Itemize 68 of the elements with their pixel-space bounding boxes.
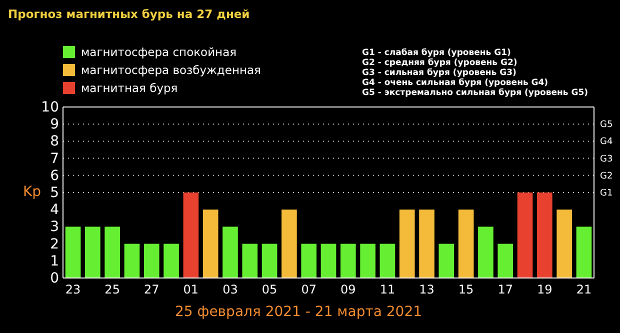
text: G2 - средняя буря (уровень G2): [362, 58, 518, 68]
bar: [399, 210, 415, 278]
bar: [340, 244, 356, 278]
x-tick-label: 01: [183, 282, 199, 297]
y-tick-label: 10: [41, 99, 59, 116]
ref-line-label: G2: [600, 171, 613, 182]
bar: [320, 244, 336, 278]
bar: [85, 226, 100, 278]
legend-label: магнитосфера возбужденная: [81, 63, 261, 77]
bar: [380, 244, 396, 278]
bar: [537, 192, 552, 278]
x-tick-label: 13: [419, 282, 434, 297]
bar: [556, 210, 572, 278]
y-tick-label: 1: [50, 253, 59, 270]
bar: [242, 244, 258, 278]
x-tick-label: 09: [340, 282, 356, 297]
x-tick-label: 25: [104, 282, 120, 297]
y-tick-label: 3: [50, 219, 59, 236]
x-axis-title: 25 февраля 2021 - 21 марта 2021: [174, 304, 422, 320]
bar: [498, 244, 514, 278]
y-tick-label: 7: [50, 150, 59, 167]
text: G4 - очень сильная буря (уровень G4): [362, 78, 548, 88]
x-tick-label: 15: [458, 282, 474, 297]
bar: [438, 244, 454, 278]
bar: [458, 210, 474, 278]
bar: [262, 244, 278, 278]
x-tick-label: 23: [65, 282, 81, 297]
x-tick-label: 19: [537, 282, 552, 297]
bar: [517, 192, 533, 278]
bar: [301, 244, 317, 278]
bar: [183, 192, 199, 278]
y-tick-label: 5: [50, 184, 59, 201]
x-tick-label: 27: [144, 282, 160, 297]
text: G5 - экстремально сильная буря (уровень G5): [362, 88, 588, 98]
ref-line-label: G5: [600, 120, 613, 130]
y-tick-label: 6: [50, 168, 60, 184]
y-tick-label: 9: [50, 116, 59, 133]
ref-line-label: G3: [600, 154, 613, 164]
bar: [222, 226, 238, 278]
y-tick-label: 4: [50, 202, 60, 218]
bar: [164, 244, 179, 278]
bar: [144, 244, 160, 278]
legend-label: магнитная буря: [81, 81, 178, 95]
legend-label: магнитосфера спокойная: [81, 45, 237, 59]
text: G1 - слабая буря (уровень G1): [362, 48, 511, 58]
ref-line-label: G4: [600, 137, 613, 148]
y-tick-label: 2: [50, 236, 59, 252]
ref-line-label: G1: [600, 188, 613, 198]
text: G3 - сильная буря (уровень G3): [362, 68, 517, 78]
y-tick-label: 8: [50, 134, 59, 150]
y-tick-label: 0: [50, 270, 59, 286]
bar: [124, 244, 140, 278]
x-tick-label: 21: [576, 282, 592, 297]
bar: [282, 210, 297, 278]
bar: [104, 226, 120, 278]
bar: [360, 244, 376, 278]
bar: [576, 226, 592, 278]
x-tick-label: 03: [222, 282, 238, 297]
bar: [65, 226, 81, 278]
x-tick-label: 17: [498, 282, 514, 297]
bar: [419, 210, 434, 278]
bar: [202, 210, 218, 278]
bar: [478, 226, 494, 278]
chart-title: Прогноз магнитных бурь на 27 дней: [8, 7, 250, 21]
x-tick-label: 05: [262, 282, 278, 297]
x-tick-label: 11: [380, 282, 396, 297]
y-axis-title: Kp: [22, 184, 42, 200]
x-tick-label: 07: [301, 282, 316, 297]
